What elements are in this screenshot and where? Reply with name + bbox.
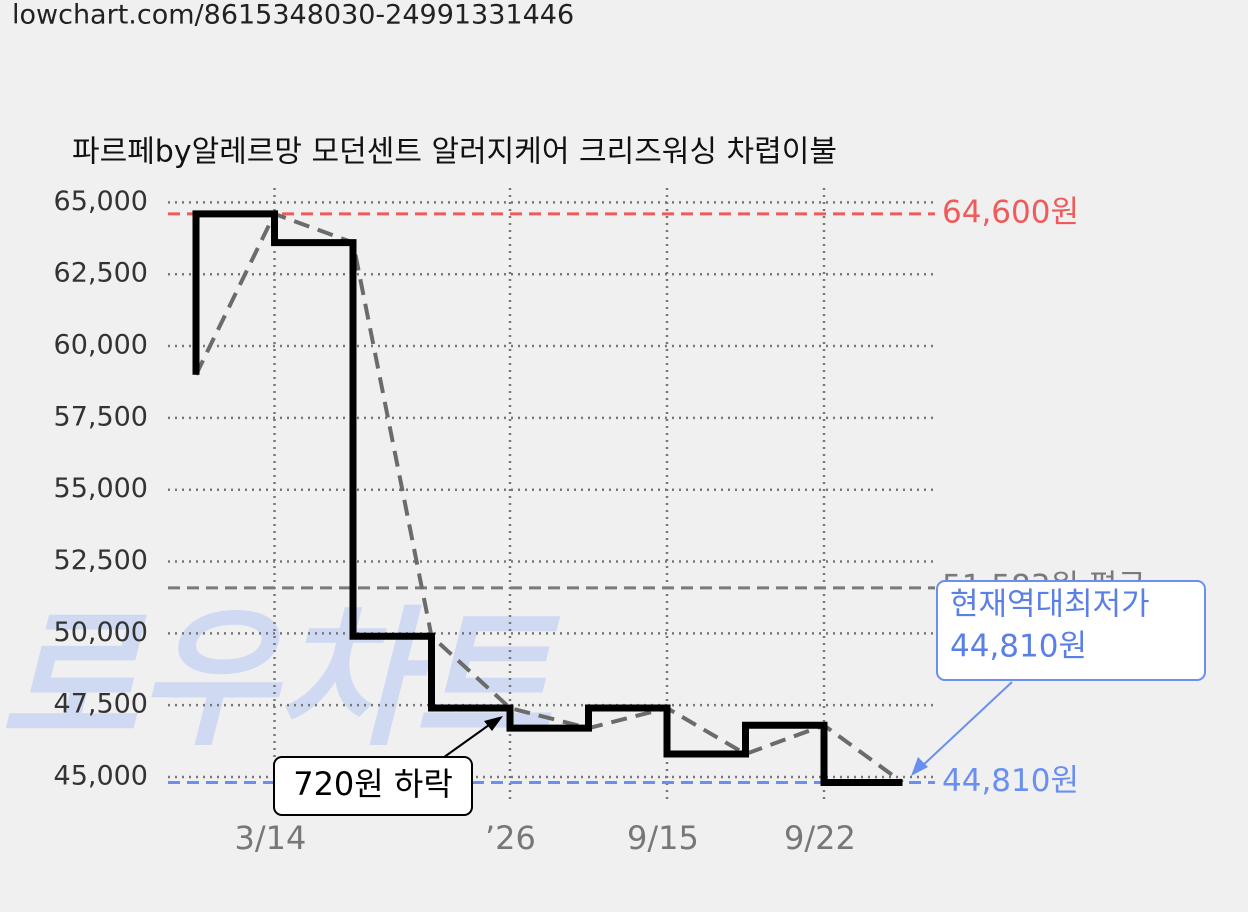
y-tick-label: 57,500 — [54, 401, 148, 432]
y-tick-label: 65,000 — [54, 186, 148, 217]
y-tick-label: 52,500 — [54, 545, 148, 576]
callout-box — [936, 580, 1206, 681]
annotation-arrowhead — [484, 716, 503, 731]
y-tick-label: 55,000 — [54, 473, 148, 504]
callout-arrowhead — [911, 757, 928, 776]
y-tick-label: 50,000 — [54, 617, 148, 648]
x-tick-label: ’26 — [485, 819, 536, 857]
reference-label: 64,600원 — [942, 194, 1079, 230]
callout-arrow — [919, 681, 1013, 769]
x-tick-label: 9/15 — [627, 819, 699, 857]
reference-label: 44,810원 — [942, 763, 1079, 799]
callout-text: 44,810원 — [950, 629, 1087, 665]
y-tick-label: 60,000 — [54, 330, 148, 361]
x-tick-label: 3/14 — [235, 819, 307, 857]
y-tick-label: 45,000 — [54, 761, 148, 792]
annotation-text: 720원 하락 — [293, 765, 453, 803]
trend-line — [194, 211, 904, 785]
watermark: 로우차트 — [0, 593, 561, 767]
url: lowchart.com/8615348030-24991331446 — [12, 0, 574, 31]
annotation-box — [273, 756, 473, 816]
step-line — [192, 210, 903, 786]
callout-text: 현재역대최저가 — [950, 587, 1150, 623]
y-tick-label: 62,500 — [54, 258, 148, 289]
annotation-arrow — [439, 719, 497, 761]
x-tick-label: 9/22 — [784, 819, 856, 857]
chart-title: 파르페by알레르망 모던센트 알러지케어 크리즈워싱 차렵이불 — [72, 135, 837, 170]
y-tick-label: 47,500 — [54, 689, 148, 720]
